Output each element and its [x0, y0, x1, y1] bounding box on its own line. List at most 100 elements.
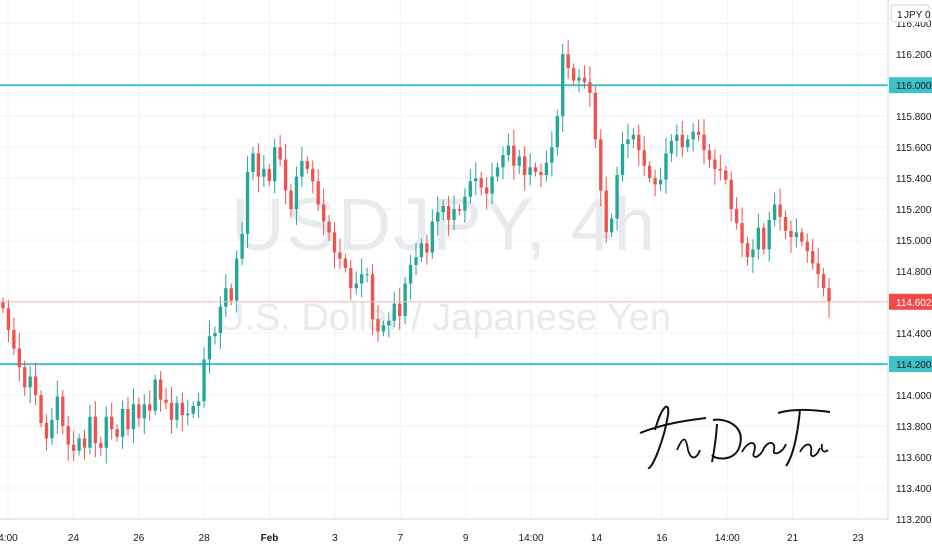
candle-body: [376, 319, 380, 332]
y-tick-label: 115.000: [896, 236, 932, 247]
candle-body: [175, 402, 179, 420]
candle-body: [724, 170, 728, 180]
candle-body: [365, 274, 369, 276]
candle-body: [533, 167, 538, 172]
candle-body: [153, 379, 157, 411]
x-tick-label: 23: [852, 533, 864, 544]
candle-body: [452, 209, 456, 220]
candle-body: [425, 243, 429, 253]
candle-body: [12, 329, 16, 349]
candle-body: [686, 139, 690, 148]
candle-body: [321, 204, 326, 222]
candle-body: [457, 209, 462, 211]
badge-multiplier: 1: [897, 10, 903, 21]
currency-badge[interactable]: 1 JPY 0: [890, 4, 931, 23]
x-tick-label: 21: [787, 533, 799, 544]
candle-body: [827, 288, 831, 303]
level-price-label: 116.000: [896, 81, 932, 92]
candle-body: [224, 288, 228, 307]
candle-body: [436, 212, 440, 222]
candle-body: [267, 168, 271, 182]
candle-body: [582, 77, 587, 83]
badge-currency: JPY 0: [904, 10, 931, 21]
x-axis[interactable]: 4:00 24 26 28 Feb 3 7 9 14:00 14 16 14:00 21 23: [0, 518, 888, 544]
y-tick-label: 114.400: [896, 329, 932, 340]
candle-body: [148, 404, 152, 411]
candle-body: [680, 134, 684, 148]
level-price-tag: [889, 77, 932, 94]
candle-body: [620, 144, 625, 176]
candle-body: [696, 131, 701, 135]
candle-body: [669, 140, 674, 154]
y-tick-label: 116.400: [896, 19, 932, 30]
x-tick-label: 28: [199, 533, 211, 544]
candle-body: [343, 258, 348, 269]
support-resistance-lines[interactable]: [0, 84, 888, 366]
candle-body: [408, 264, 413, 284]
candle-body: [778, 204, 782, 217]
candle-body: [789, 230, 793, 238]
candle-body: [566, 54, 570, 69]
candle-body: [772, 204, 777, 220]
candle-body: [180, 402, 185, 416]
candle-body: [50, 419, 54, 439]
signature-logo: [639, 405, 831, 470]
candle-body: [99, 443, 103, 448]
candle-body: [245, 171, 250, 234]
candle-body: [256, 153, 261, 177]
candle-body: [23, 367, 27, 388]
candle-body: [599, 139, 603, 191]
candle-body: [273, 147, 277, 182]
candle-body: [577, 77, 581, 81]
candle-body: [756, 227, 761, 250]
candle-body: [495, 167, 500, 177]
candle-body: [571, 68, 576, 81]
candle-body: [811, 250, 815, 264]
y-tick-label: 114.000: [896, 391, 932, 402]
candle-body: [767, 219, 771, 250]
y-axis[interactable]: 116.400 116.200 116.000 115.800 115.600 115.4…: [887, 0, 932, 526]
candle-body: [283, 159, 288, 191]
candle-body: [305, 161, 310, 169]
candle-body: [555, 116, 559, 148]
candle-body: [126, 409, 130, 430]
candle-body: [751, 249, 755, 258]
candle-body: [609, 218, 614, 233]
level-price-tag: [889, 356, 932, 373]
candle-body: [202, 359, 206, 402]
candle-body: [354, 283, 358, 289]
candle-body: [713, 159, 717, 169]
candlesticks: [1, 40, 831, 464]
candle-body: [479, 178, 483, 188]
candle-body: [446, 206, 451, 220]
candle-body: [300, 161, 304, 177]
candle-body: [55, 396, 60, 420]
candle-body: [403, 283, 407, 317]
candle-body: [77, 438, 81, 451]
x-tick-label: 14:00: [715, 533, 740, 544]
candle-body: [653, 178, 657, 185]
x-tick-label: 14: [591, 533, 603, 544]
candle-body: [745, 243, 750, 258]
candle-body: [262, 168, 266, 177]
candle-body: [729, 179, 733, 210]
y-tick-label: 113.600: [896, 453, 932, 464]
candle-body: [71, 444, 76, 451]
candle-body: [44, 422, 49, 439]
candle-body: [120, 409, 125, 437]
candle-body: [327, 221, 331, 233]
candle-body: [338, 252, 342, 259]
candle-body: [664, 153, 668, 180]
candle-body: [169, 402, 174, 420]
candle-body: [517, 156, 521, 166]
level-price-label: 114.200: [896, 360, 932, 371]
candle-body: [109, 416, 114, 430]
candle-body: [615, 175, 619, 219]
candle-body: [61, 396, 65, 427]
candle-body: [414, 257, 418, 265]
candle-body: [82, 438, 87, 448]
candle-body: [588, 82, 592, 93]
candle-body: [707, 150, 712, 160]
